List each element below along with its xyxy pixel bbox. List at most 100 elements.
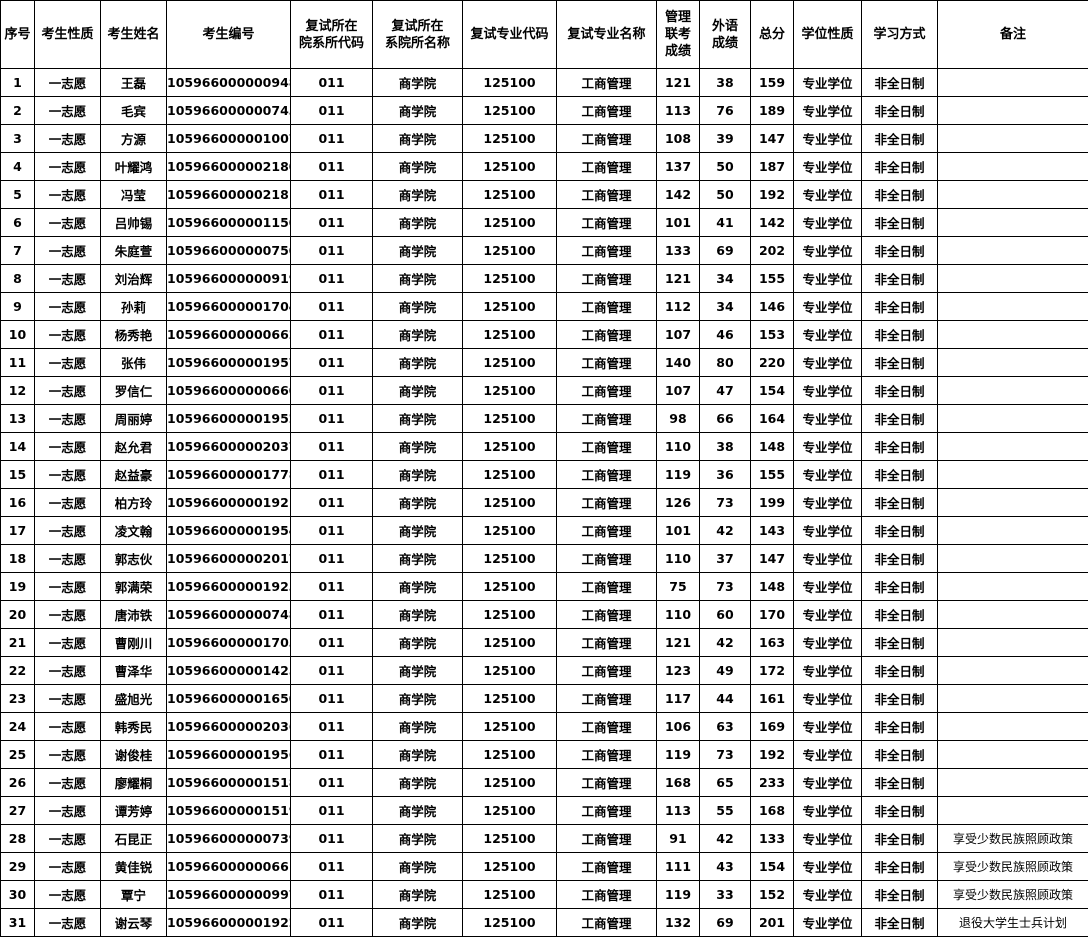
table-cell: 曹刚川 — [100, 628, 167, 657]
table-cell: 011 — [290, 376, 373, 405]
table-cell: 011 — [290, 124, 373, 153]
header-cell: 考生性质 — [34, 0, 101, 69]
table-cell: 非全日制 — [861, 180, 938, 209]
table-cell: 14 — [0, 432, 35, 461]
table-cell: 38 — [699, 432, 751, 461]
table-cell: 工商管理 — [556, 404, 657, 433]
table-cell: 133 — [750, 824, 794, 853]
table-cell: 一志愿 — [34, 264, 101, 293]
table-cell: 非全日制 — [861, 656, 938, 685]
table-cell: 专业学位 — [793, 656, 862, 685]
table-cell: 工商管理 — [556, 376, 657, 405]
table-cell: 非全日制 — [861, 796, 938, 825]
table-cell: 142 — [750, 208, 794, 237]
table-row: 17 一志愿 凌文翰 105966000001954 011 商学院 125100 工商管理 1… — [0, 516, 1088, 545]
table-row: 4 一志愿 叶耀鸿 105966000002180 011 商学院 125100 工商管理 13… — [0, 152, 1088, 181]
table-cell: 工商管理 — [556, 348, 657, 377]
table-cell: 011 — [290, 348, 373, 377]
table-cell: 商学院 — [372, 292, 463, 321]
table-cell: 125100 — [462, 152, 557, 181]
table-cell: 凌文翰 — [100, 516, 167, 545]
table-cell: 105966000001921 — [166, 488, 291, 517]
table-cell: 唐沛铁 — [100, 600, 167, 629]
table-cell: 105966000001425 — [166, 656, 291, 685]
table-cell: 专业学位 — [793, 376, 862, 405]
table-cell: 工商管理 — [556, 236, 657, 265]
table-cell: 105966000000750 — [166, 236, 291, 265]
table-cell: 郭志伙 — [100, 544, 167, 573]
table-cell: 谢云琴 — [100, 908, 167, 937]
table-cell: 168 — [750, 796, 794, 825]
table-cell: 011 — [290, 516, 373, 545]
table-cell: 125100 — [462, 68, 557, 97]
table-cell: 一志愿 — [34, 488, 101, 517]
table-cell: 专业学位 — [793, 684, 862, 713]
table-cell: 专业学位 — [793, 180, 862, 209]
table-cell: 105966000000997 — [166, 880, 291, 909]
table-row: 5 一志愿 冯莹 105966000002181 011 商学院 125100 工商管理 142… — [0, 180, 1088, 209]
table-cell: 工商管理 — [556, 712, 657, 741]
table-cell — [937, 432, 1088, 461]
table-cell: 一志愿 — [34, 656, 101, 685]
table-cell: 专业学位 — [793, 600, 862, 629]
table-cell: 105966000002036 — [166, 712, 291, 741]
table-cell: 98 — [656, 404, 700, 433]
table-cell: 非全日制 — [861, 124, 938, 153]
table-cell: 125100 — [462, 796, 557, 825]
table-cell — [937, 68, 1088, 97]
table-cell: 专业学位 — [793, 740, 862, 769]
table-cell: 非全日制 — [861, 236, 938, 265]
table-cell: 工商管理 — [556, 796, 657, 825]
table-cell: 吕帅锡 — [100, 208, 167, 237]
table-cell: 011 — [290, 404, 373, 433]
table-cell: 105966000000739 — [166, 824, 291, 853]
header-cell: 学位性质 — [793, 0, 862, 69]
table-cell: 126 — [656, 488, 700, 517]
table-cell: 杨秀艳 — [100, 320, 167, 349]
table-cell — [937, 180, 1088, 209]
table-cell: 125100 — [462, 600, 557, 629]
table-cell: 22 — [0, 656, 35, 685]
table-row: 14 一志愿 赵允君 105966000002037 011 商学院 125100 工商管理 1… — [0, 432, 1088, 461]
table-cell: 28 — [0, 824, 35, 853]
table-cell: 一志愿 — [34, 824, 101, 853]
table-cell: 工商管理 — [556, 684, 657, 713]
table-cell: 朱庭萱 — [100, 236, 167, 265]
table-cell: 125100 — [462, 404, 557, 433]
table-cell: 专业学位 — [793, 544, 862, 573]
table-cell: 105966000001778 — [166, 460, 291, 489]
table-cell: 46 — [699, 320, 751, 349]
table-cell: 75 — [656, 572, 700, 601]
table-row: 8 一志愿 刘治辉 105966000000919 011 商学院 125100 工商管理 12… — [0, 264, 1088, 293]
table-cell: 33 — [699, 880, 751, 909]
table-cell: 187 — [750, 152, 794, 181]
table-cell: 011 — [290, 572, 373, 601]
table-cell: 郭满荣 — [100, 572, 167, 601]
table-cell: 张伟 — [100, 348, 167, 377]
table-cell: 38 — [699, 68, 751, 97]
table-cell: 4 — [0, 152, 35, 181]
table-cell: 非全日制 — [861, 684, 938, 713]
table-cell: 148 — [750, 432, 794, 461]
table-cell: 155 — [750, 264, 794, 293]
table-cell: 专业学位 — [793, 292, 862, 321]
table-cell: 011 — [290, 180, 373, 209]
table-cell: 非全日制 — [861, 348, 938, 377]
table-cell: 方源 — [100, 124, 167, 153]
table-cell: 工商管理 — [556, 880, 657, 909]
table-cell: 工商管理 — [556, 656, 657, 685]
table-row: 3 一志愿 方源 105966000001007 011 商学院 125100 工商管理 108… — [0, 124, 1088, 153]
table-cell: 专业学位 — [793, 824, 862, 853]
table-cell: 133 — [656, 236, 700, 265]
table-cell: 韩秀民 — [100, 712, 167, 741]
table-cell: 非全日制 — [861, 852, 938, 881]
table-cell: 专业学位 — [793, 432, 862, 461]
table-cell: 146 — [750, 292, 794, 321]
table-cell: 011 — [290, 208, 373, 237]
table-cell: 011 — [290, 460, 373, 489]
table-cell: 105966000001952 — [166, 404, 291, 433]
table-cell: 商学院 — [372, 796, 463, 825]
table-cell — [937, 376, 1088, 405]
table-cell: 享受少数民族照顾政策 — [937, 880, 1088, 909]
table-cell: 18 — [0, 544, 35, 573]
